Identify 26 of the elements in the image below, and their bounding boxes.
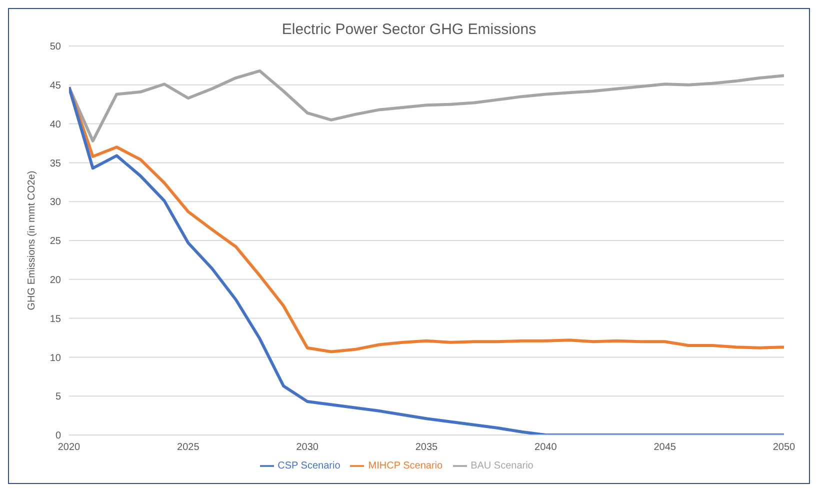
y-axis-title: GHG Emissions (in mmt CO2e) [26,170,38,310]
y-tick-label: 0 [55,430,62,442]
x-tick-label: 2040 [534,442,558,454]
y-tick-label: 40 [50,119,62,130]
x-tick-label: 2030 [296,442,319,454]
x-tick-label: 2025 [177,442,200,454]
y-tick-label: 35 [50,158,62,170]
y-tick-label: 5 [55,392,62,403]
chart-title: Electric Power Sector GHG Emissions [280,21,538,38]
line-series [69,86,784,354]
y-tick-label: 20 [50,274,62,286]
x-tick-label: 2045 [654,442,676,454]
line-series [69,86,784,435]
y-tick-label: 50 [50,42,62,53]
x-tick-label: 2035 [415,442,438,454]
y-tick-label: 10 [50,352,62,364]
x-tick-label: 2050 [772,442,796,454]
y-tick-label: 15 [50,314,62,325]
y-tick-label: 30 [50,197,62,208]
y-tick-label: 25 [50,236,62,248]
y-tick-label: 45 [50,80,62,92]
legend-label: BAU Scenario [470,460,534,472]
x-tick-label: 2020 [58,442,81,454]
legend-label: CSP Scenario [278,460,340,472]
legend-label: MIHCP Scenario [368,460,443,472]
line-series [69,69,784,142]
